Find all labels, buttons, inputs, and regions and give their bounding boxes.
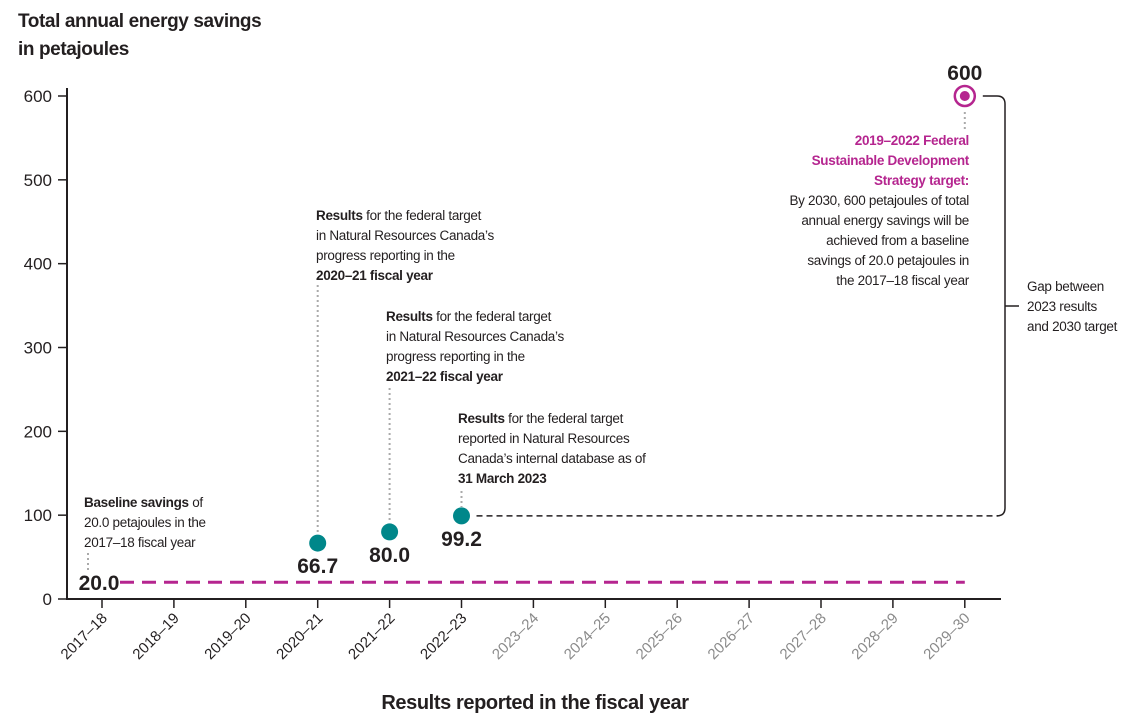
annotation-2020-21: Results for the federal target in Natural… <box>316 206 494 286</box>
annotation-text: Canada’s internal database as of <box>458 451 646 466</box>
annotation-line: Results for the federal target <box>458 409 646 429</box>
y-tick-label: 300 <box>24 339 52 358</box>
annotation-line: in Natural Resources Canada’s <box>316 226 494 246</box>
y-tick-label: 0 <box>43 590 52 609</box>
annotation-line: progress reporting in the <box>386 347 564 367</box>
annotation-text: the 2017–18 fiscal year <box>836 273 969 288</box>
result-label: 80.0 <box>369 544 410 567</box>
annotation-text: in Natural Resources Canada’s <box>316 228 494 243</box>
annotation-line: 2017–18 fiscal year <box>84 533 206 553</box>
annotation-text: for the federal target <box>362 208 482 223</box>
annotation-text: 2019–2022 Federal <box>854 133 970 148</box>
annotation-text: and 2030 target <box>1027 319 1118 334</box>
annotation-line: Results for the federal target <box>316 206 494 226</box>
annotation-line: the 2017–18 fiscal year <box>789 271 969 291</box>
x-tick-label: 2025–26 <box>633 610 686 663</box>
annotation-line: Strategy target: <box>789 171 969 191</box>
annotation-text: progress reporting in the <box>386 349 525 364</box>
x-tick-label: 2024–25 <box>561 610 614 663</box>
title-line: in petajoules <box>18 39 129 60</box>
result-point <box>453 507 470 525</box>
annotation-text: progress reporting in the <box>316 248 455 263</box>
annotation-text: Gap between <box>1027 279 1105 294</box>
annotation-line: in Natural Resources Canada’s <box>386 327 564 347</box>
annotation-line: annual energy savings will be <box>789 211 969 231</box>
annotation-text: Baseline savings <box>84 495 189 510</box>
y-tick-label: 100 <box>24 506 52 525</box>
x-tick-label: 2022–23 <box>417 610 470 663</box>
annotation-line: Gap between <box>1027 277 1117 297</box>
y-tick-label: 500 <box>24 171 52 190</box>
annotation-line: 20.0 petajoules in the <box>84 513 206 533</box>
x-tick-label: 2026–27 <box>705 610 758 663</box>
x-axis-label: Results reported in the fiscal year <box>381 692 689 714</box>
annotation-text: annual energy savings will be <box>801 213 969 228</box>
annotation-text: Results <box>386 309 433 324</box>
annotation-line: 2020–21 fiscal year <box>316 266 494 286</box>
result-point <box>381 523 399 541</box>
x-tick-label: 2027–28 <box>777 610 830 663</box>
annotation-text: Strategy target: <box>874 173 969 188</box>
annotation-line: 31 March 2023 <box>458 469 646 489</box>
annotation-line: Sustainable Development <box>789 151 970 171</box>
y-tick-label: 200 <box>24 422 52 441</box>
annotation-line: Baseline savings of <box>84 493 206 513</box>
x-tick-label: 2028–29 <box>848 610 901 663</box>
annotation-2022-23: Results for the federal target reported i… <box>458 409 646 489</box>
annotation-text: savings of 20.0 petajoules in <box>807 253 969 268</box>
annotation-2021-22: Results for the federal target in Natural… <box>386 307 564 387</box>
annotation-line: 2019–2022 Federal <box>789 131 970 151</box>
annotation-line: Results for the federal target <box>386 307 564 327</box>
annotation-text: Results <box>316 208 363 223</box>
annotation-target: 2019–2022 Federal Sustainable Development… <box>789 131 969 291</box>
result-point <box>309 534 327 552</box>
x-tick-label: 2023–24 <box>489 610 542 663</box>
annotation-text: 2020–21 fiscal year <box>316 268 433 283</box>
chart-title: Total annual energy savings in petajoule… <box>18 8 262 64</box>
annotation-text: By 2030, 600 petajoules of total <box>789 193 969 208</box>
result-label: 99.2 <box>441 528 482 551</box>
y-tick-label: 400 <box>24 255 52 274</box>
annotation-line: Canada’s internal database as of <box>458 449 646 469</box>
x-tick-label: 2019–20 <box>201 610 254 663</box>
annotation-line: 2021–22 fiscal year <box>386 367 564 387</box>
annotation-text: Results <box>458 411 505 426</box>
annotation-text: 31 March 2023 <box>458 471 547 486</box>
annotation-line: savings of 20.0 petajoules in <box>789 251 969 271</box>
title-line: Total annual energy savings <box>18 11 262 32</box>
baseline-label: 20.0 <box>79 572 120 595</box>
x-tick-label: 2021–22 <box>345 610 398 663</box>
annotation-text: for the federal target <box>504 411 624 426</box>
gap-bracket <box>982 95 1006 517</box>
annotation-line: reported in Natural Resources <box>458 429 646 449</box>
annotation-text: achieved from a baseline <box>826 233 969 248</box>
annotation-gap: Gap between 2023 results and 2030 target <box>1027 277 1117 337</box>
x-tick-label: 2018–19 <box>129 610 182 663</box>
x-tick-label: 2029–30 <box>920 610 973 663</box>
x-tick-label: 2017–18 <box>58 610 111 663</box>
annotation-line: By 2030, 600 petajoules of total <box>789 191 969 211</box>
annotation-text: 2023 results <box>1027 299 1097 314</box>
annotation-baseline: Baseline savings of 20.0 petajoules in th… <box>84 493 206 553</box>
annotation-line: and 2030 target <box>1027 317 1117 337</box>
annotation-text: of <box>188 495 203 510</box>
target-point-center <box>959 91 970 101</box>
annotation-line: 2023 results <box>1027 297 1117 317</box>
y-tick-label: 600 <box>24 87 52 106</box>
annotation-text: for the federal target <box>432 309 552 324</box>
annotation-text: 20.0 petajoules in the <box>84 515 206 530</box>
target-label: 600 <box>947 62 982 85</box>
annotation-text: 2021–22 fiscal year <box>386 369 503 384</box>
annotation-text: reported in Natural Resources <box>458 431 630 446</box>
annotation-text: Sustainable Development <box>811 153 970 168</box>
result-label: 66.7 <box>297 555 338 578</box>
annotation-line: achieved from a baseline <box>789 231 969 251</box>
annotation-text: in Natural Resources Canada’s <box>386 329 564 344</box>
annotation-text: 2017–18 fiscal year <box>84 535 196 550</box>
annotation-line: progress reporting in the <box>316 246 494 266</box>
x-tick-label: 2020–21 <box>273 610 326 663</box>
